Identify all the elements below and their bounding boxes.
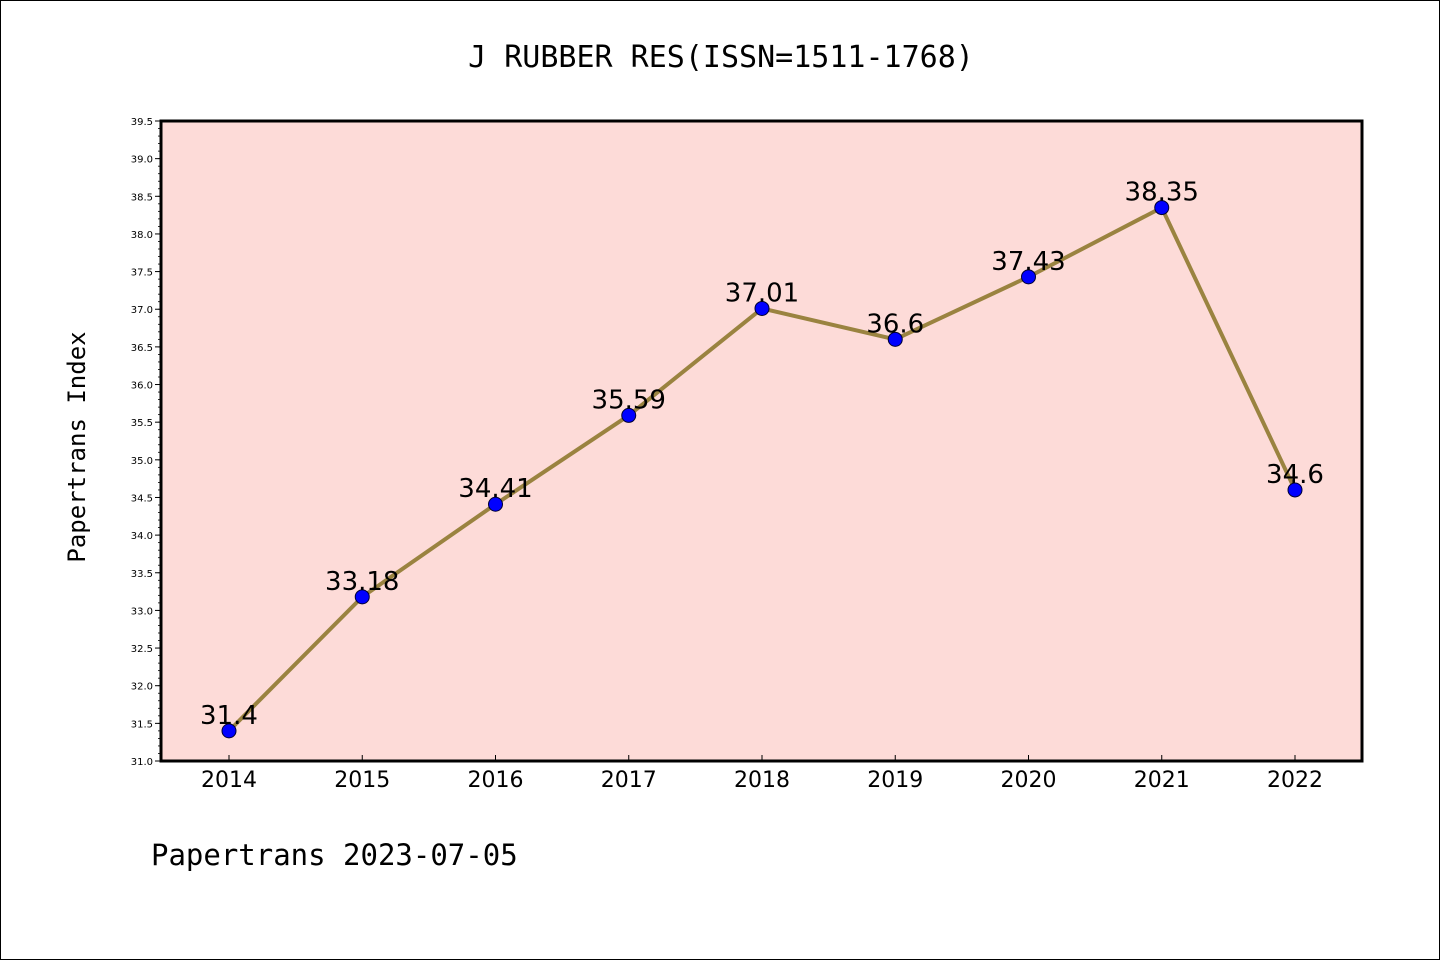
y-tick-label: 36.5 bbox=[131, 343, 153, 354]
y-tick-label: 32.5 bbox=[131, 644, 153, 655]
footer-text: Papertrans 2023-07-05 bbox=[151, 838, 518, 872]
y-tick-label: 36.0 bbox=[131, 381, 153, 392]
x-tick-label: 2015 bbox=[334, 768, 390, 793]
y-tick-label: 34.0 bbox=[131, 531, 153, 542]
plot-border bbox=[159, 119, 1364, 763]
data-label: 37.01 bbox=[725, 278, 799, 308]
data-point bbox=[221, 723, 237, 739]
data-point bbox=[754, 300, 770, 316]
x-tick-label: 2022 bbox=[1267, 768, 1323, 793]
data-point bbox=[621, 407, 637, 423]
x-axis: 2014 2015 2016 2017 2018 2019 2020 2021 2022 bbox=[201, 755, 1323, 793]
data-label: 37.43 bbox=[991, 247, 1065, 277]
y-tick-label: 38.5 bbox=[131, 192, 153, 203]
plot-area bbox=[161, 121, 1362, 761]
data-label: 34.6 bbox=[1266, 460, 1324, 490]
x-tick-label: 2016 bbox=[468, 768, 524, 793]
y-tick-label: 37.0 bbox=[131, 305, 153, 316]
data-point bbox=[1154, 200, 1170, 216]
y-tick-label: 35.0 bbox=[131, 456, 153, 467]
data-label: 34.41 bbox=[458, 474, 532, 504]
chart-title: J RUBBER RES(ISSN=1511-1768) bbox=[468, 40, 974, 75]
data-label: 35.59 bbox=[592, 385, 666, 415]
data-label: 38.35 bbox=[1125, 178, 1199, 208]
data-label: 33.18 bbox=[325, 567, 399, 597]
x-tick-label: 2021 bbox=[1134, 768, 1190, 793]
y-tick-label: 39.5 bbox=[131, 117, 153, 128]
data-labels: 31.4 33.18 34.41 35.59 37.01 36.6 37.43 38.35 34… bbox=[200, 178, 1324, 731]
x-tick-label: 2018 bbox=[734, 768, 790, 793]
x-tick-label: 2020 bbox=[1001, 768, 1057, 793]
data-point bbox=[887, 331, 903, 347]
y-tick-label: 32.0 bbox=[131, 682, 153, 693]
data-point bbox=[488, 496, 503, 512]
data-label: 36.6 bbox=[866, 309, 924, 339]
y-tick-label: 37.5 bbox=[131, 268, 153, 279]
x-tick-label: 2019 bbox=[867, 768, 923, 793]
data-label: 31.4 bbox=[200, 701, 258, 731]
x-tick-label: 2017 bbox=[601, 768, 657, 793]
y-tick-label: 35.5 bbox=[131, 418, 153, 429]
y-tick-label: 31.5 bbox=[131, 719, 153, 730]
y-tick-label: 31.0 bbox=[131, 757, 153, 768]
y-tick-label: 34.5 bbox=[131, 493, 153, 504]
y-axis-title: Papertrans Index bbox=[63, 331, 91, 562]
data-point bbox=[1287, 482, 1303, 498]
y-tick-label: 33.0 bbox=[131, 606, 153, 617]
data-points bbox=[221, 200, 1303, 739]
x-tick-label: 2014 bbox=[201, 768, 257, 793]
y-axis: 31.0 31.5 32.0 32.5 33.0 33.5 34.0 34.5 35.0 35.5… bbox=[131, 117, 161, 768]
y-tick-label: 38.0 bbox=[131, 230, 153, 241]
y-tick-label: 39.0 bbox=[131, 155, 153, 166]
data-point bbox=[354, 589, 370, 605]
data-point bbox=[1021, 269, 1036, 285]
y-tick-label: 33.5 bbox=[131, 569, 153, 580]
